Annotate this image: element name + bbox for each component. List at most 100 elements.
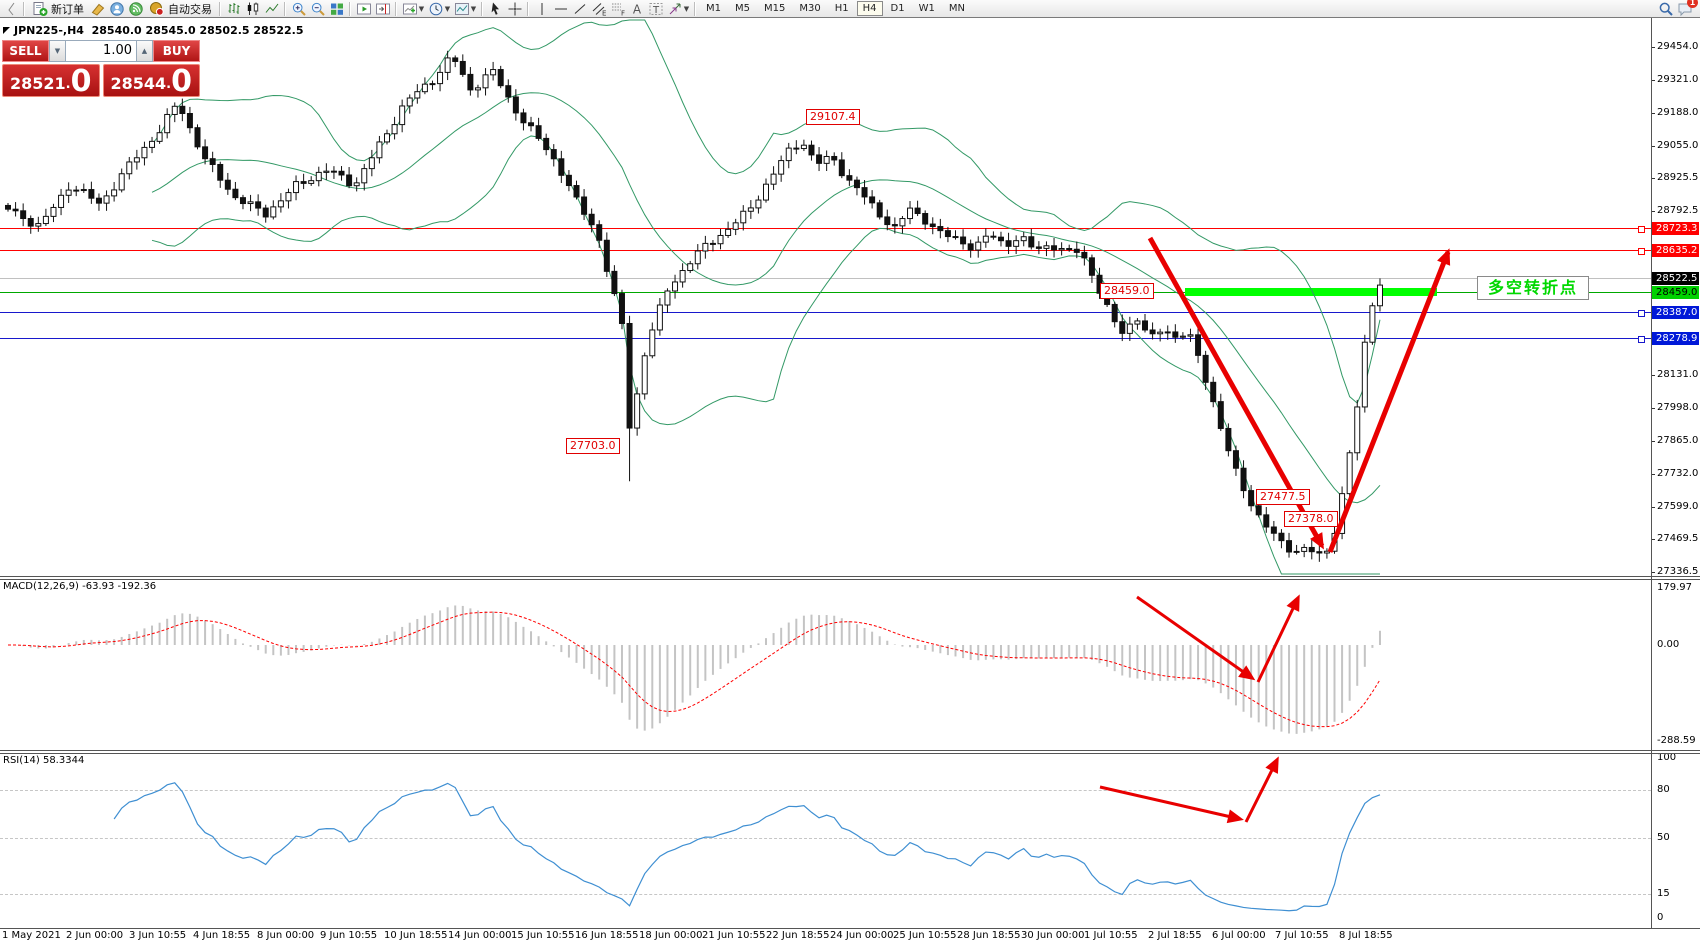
fibonacci-icon[interactable]: F: [608, 1, 627, 17]
price-callout-27477.5[interactable]: 27477.5: [1256, 489, 1310, 505]
turning-point-annotation[interactable]: 多空转折点: [1477, 276, 1589, 300]
pane-divider[interactable]: [0, 579, 1700, 580]
trend-arrow-main[interactable]: [1327, 248, 1451, 553]
candle-body: [1232, 450, 1239, 469]
zoom-out-icon[interactable]: [308, 1, 327, 17]
line-chart-icon[interactable]: [262, 1, 281, 17]
time-label: 2 Jul 18:55: [1148, 930, 1202, 941]
candle-body: [414, 91, 421, 99]
highlighter-icon[interactable]: [88, 1, 107, 17]
pane-divider[interactable]: [0, 750, 1700, 751]
sell-price-dot: .: [65, 77, 71, 92]
signals-icon[interactable]: [126, 1, 145, 17]
candle-body: [785, 147, 792, 162]
candle-body: [452, 57, 459, 62]
tile-windows-icon[interactable]: [327, 1, 346, 17]
level-handle[interactable]: [1638, 336, 1645, 343]
autotrading-label: 自动交易: [168, 2, 212, 16]
zoom-in-icon[interactable]: [289, 1, 308, 17]
bars-chart-icon[interactable]: [224, 1, 243, 17]
price-level-line-28387.0[interactable]: [0, 312, 1651, 313]
sell-price-display[interactable]: 28521 . 0: [2, 64, 100, 97]
price-level-line-28522.5[interactable]: [0, 278, 1651, 279]
price-level-line-28635.2[interactable]: [0, 250, 1651, 251]
timeframe-m15-button[interactable]: M15: [758, 1, 791, 16]
timeframe-w1-button[interactable]: W1: [913, 1, 941, 16]
trend-arrow-rsi[interactable]: [1099, 785, 1244, 824]
price-scale[interactable]: 29454.0 29321.0 29188.0 29055.0 28925.5 28792…: [1652, 18, 1700, 929]
level-handle[interactable]: [1638, 226, 1645, 233]
vline-icon[interactable]: [532, 1, 551, 17]
candle-body: [679, 270, 686, 283]
candle-body: [118, 173, 125, 191]
auto-scroll-icon[interactable]: [354, 1, 373, 17]
periods-icon[interactable]: ▼: [426, 1, 452, 17]
candle-body: [1270, 526, 1277, 534]
candlestick-chart-icon[interactable]: [243, 1, 262, 17]
candle-body: [12, 208, 19, 212]
shapes-icon[interactable]: ▼: [665, 1, 691, 17]
price-callout-28459.0[interactable]: 28459.0: [1100, 283, 1154, 299]
price-badge-28635.2: 28635.2: [1652, 244, 1699, 257]
price-level-line-28278.9[interactable]: [0, 338, 1651, 339]
volume-down-button[interactable]: ▼: [49, 40, 66, 62]
timeframe-d1-button[interactable]: D1: [885, 1, 911, 16]
trend-arrow-macd[interactable]: [1136, 595, 1256, 681]
price-callout-27378.0[interactable]: 27378.0: [1284, 511, 1338, 527]
timeframe-m30-button[interactable]: M30: [793, 1, 826, 16]
scale-tick-label: 28131.0: [1657, 369, 1699, 380]
support-band[interactable]: [1185, 288, 1437, 296]
price-callout-29107.4[interactable]: 29107.4: [806, 109, 860, 125]
price-level-line-28723.3[interactable]: [0, 228, 1651, 229]
timeframe-h4-button[interactable]: H4: [856, 1, 883, 16]
trend-arrow-macd[interactable]: [1256, 594, 1300, 683]
time-axis[interactable]: 1 May 2021 2 Jun 00:00 3 Jun 10:55 4 Jun 18…: [0, 929, 1700, 943]
cursor-icon[interactable]: [486, 1, 505, 17]
pane-divider[interactable]: [0, 576, 1700, 577]
rsi-tick-label: 50: [1657, 832, 1670, 843]
trend-arrow-rsi[interactable]: [1244, 756, 1279, 823]
volume-up-button[interactable]: ▲: [136, 40, 153, 62]
notifications-icon[interactable]: 1: [1675, 0, 1698, 17]
chart-shift-icon[interactable]: [373, 1, 392, 17]
indicators-icon[interactable]: ▼: [400, 1, 426, 17]
crosshair-icon[interactable]: [505, 1, 524, 17]
time-label: 1 Jul 10:55: [1084, 930, 1138, 941]
text-icon[interactable]: A: [627, 1, 646, 17]
price-badge-28387.0: 28387.0: [1652, 306, 1699, 319]
label-icon[interactable]: T: [646, 1, 665, 17]
price-callout-27703.0[interactable]: 27703.0: [566, 438, 620, 454]
candle-body: [952, 236, 959, 239]
candle-body: [255, 201, 262, 209]
candle-body: [907, 207, 914, 220]
level-handle[interactable]: [1638, 248, 1645, 255]
candle-body: [111, 189, 118, 197]
svg-text:F: F: [621, 9, 625, 17]
timeframe-m5-button[interactable]: M5: [729, 1, 756, 16]
channel-icon[interactable]: E: [589, 1, 608, 17]
toolbar-separator: [395, 1, 397, 16]
search-icon[interactable]: [1656, 1, 1675, 17]
timeframe-m1-button[interactable]: M1: [700, 1, 727, 16]
candle-body: [922, 213, 929, 225]
price-chart[interactable]: [0, 0, 1651, 943]
buy-price-display[interactable]: 28544 . 0: [102, 64, 200, 97]
volume-input[interactable]: 1.00: [66, 40, 136, 62]
buy-button[interactable]: BUY: [153, 40, 200, 62]
candle-body: [543, 137, 550, 151]
hline-icon[interactable]: [551, 1, 570, 17]
community-icon[interactable]: [107, 1, 126, 17]
autotrading-button[interactable]: 自动交易: [145, 1, 216, 17]
pane-divider[interactable]: [0, 753, 1700, 754]
new-order-button[interactable]: 新订单: [28, 1, 88, 17]
timeframe-mn-button[interactable]: MN: [943, 1, 971, 16]
candle-body: [899, 218, 906, 227]
trendline-icon[interactable]: [570, 1, 589, 17]
sell-button[interactable]: SELL: [2, 40, 49, 62]
templates-icon[interactable]: ▼: [452, 1, 478, 17]
timeframe-h1-button[interactable]: H1: [829, 1, 855, 16]
candle-body: [717, 234, 724, 245]
level-handle[interactable]: [1638, 310, 1645, 317]
candle-body: [672, 281, 679, 292]
clipped-icon[interactable]: [1, 1, 20, 17]
